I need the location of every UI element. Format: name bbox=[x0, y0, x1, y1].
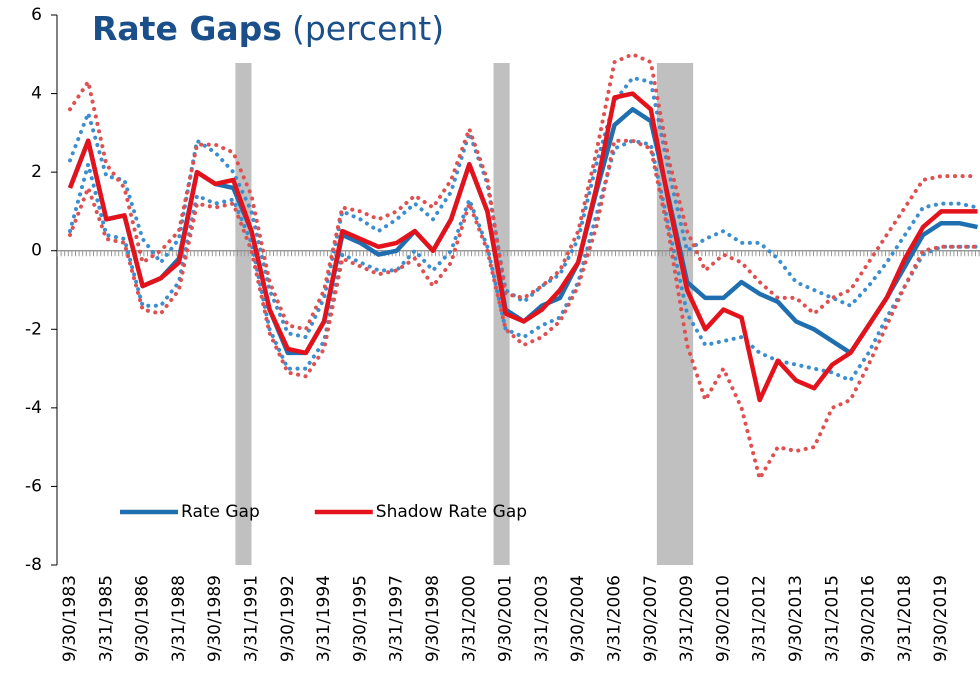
x-tick-label: 9/30/2010 bbox=[713, 575, 733, 662]
x-tick-label: 3/31/2009 bbox=[677, 575, 697, 662]
y-tick-label: -2 bbox=[25, 319, 42, 339]
y-tick-label: 2 bbox=[31, 162, 42, 182]
x-tick-label: 9/30/2004 bbox=[568, 575, 588, 662]
x-tick-label: 3/31/2000 bbox=[459, 575, 479, 662]
subtitle: (percent) bbox=[292, 9, 444, 48]
x-tick-label: 9/30/1983 bbox=[60, 575, 80, 662]
recession-band bbox=[235, 63, 252, 565]
title: Rate Gaps bbox=[92, 9, 282, 48]
y-tick-label: -4 bbox=[25, 398, 42, 418]
y-tick-label: 6 bbox=[31, 5, 42, 25]
x-tick-label: 9/30/1992 bbox=[278, 575, 298, 662]
x-tick-label: 9/30/2007 bbox=[641, 575, 661, 662]
x-tick-label: 9/30/1998 bbox=[423, 575, 443, 662]
x-tick-label: 9/30/2016 bbox=[859, 575, 879, 662]
x-tick-label: 9/30/1986 bbox=[133, 575, 153, 662]
recession-band bbox=[656, 63, 694, 565]
x-tick-label: 3/31/1991 bbox=[242, 575, 262, 662]
x-tick-label: 9/30/1989 bbox=[205, 575, 225, 662]
confidence-band bbox=[68, 138, 980, 484]
x-tick-label: 9/30/2019 bbox=[931, 575, 951, 662]
x-tick-label: 3/31/1985 bbox=[96, 575, 116, 662]
chart-title: Rate Gaps (percent) bbox=[92, 9, 444, 48]
legend-label: Shadow Rate Gap bbox=[376, 502, 527, 522]
x-tick-label: 3/31/2018 bbox=[895, 575, 915, 662]
x-tick-label: 3/31/1988 bbox=[169, 575, 189, 662]
x-tick-label: 3/31/1994 bbox=[314, 575, 334, 662]
confidence-band bbox=[68, 75, 980, 340]
y-tick-label: 4 bbox=[31, 84, 42, 104]
x-tick-label: 3/31/2003 bbox=[532, 575, 552, 662]
x-tick-label: 3/31/1997 bbox=[387, 575, 407, 662]
x-tick-label: 9/30/2001 bbox=[496, 575, 516, 662]
confidence-band bbox=[68, 52, 980, 332]
x-tick-label: 3/31/2015 bbox=[822, 575, 842, 662]
x-tick-label: 9/30/2013 bbox=[786, 575, 806, 662]
y-tick-label: -8 bbox=[25, 555, 42, 575]
y-tick-label: 0 bbox=[31, 241, 42, 261]
confidence-band bbox=[68, 138, 980, 383]
x-tick-label: 9/30/1995 bbox=[350, 575, 370, 662]
y-tick-label: -6 bbox=[25, 476, 42, 496]
x-tick-label: 3/31/2006 bbox=[605, 575, 625, 662]
series-line bbox=[67, 91, 978, 403]
x-tick-label: 3/31/2012 bbox=[750, 575, 770, 662]
legend-label: Rate Gap bbox=[181, 502, 260, 522]
